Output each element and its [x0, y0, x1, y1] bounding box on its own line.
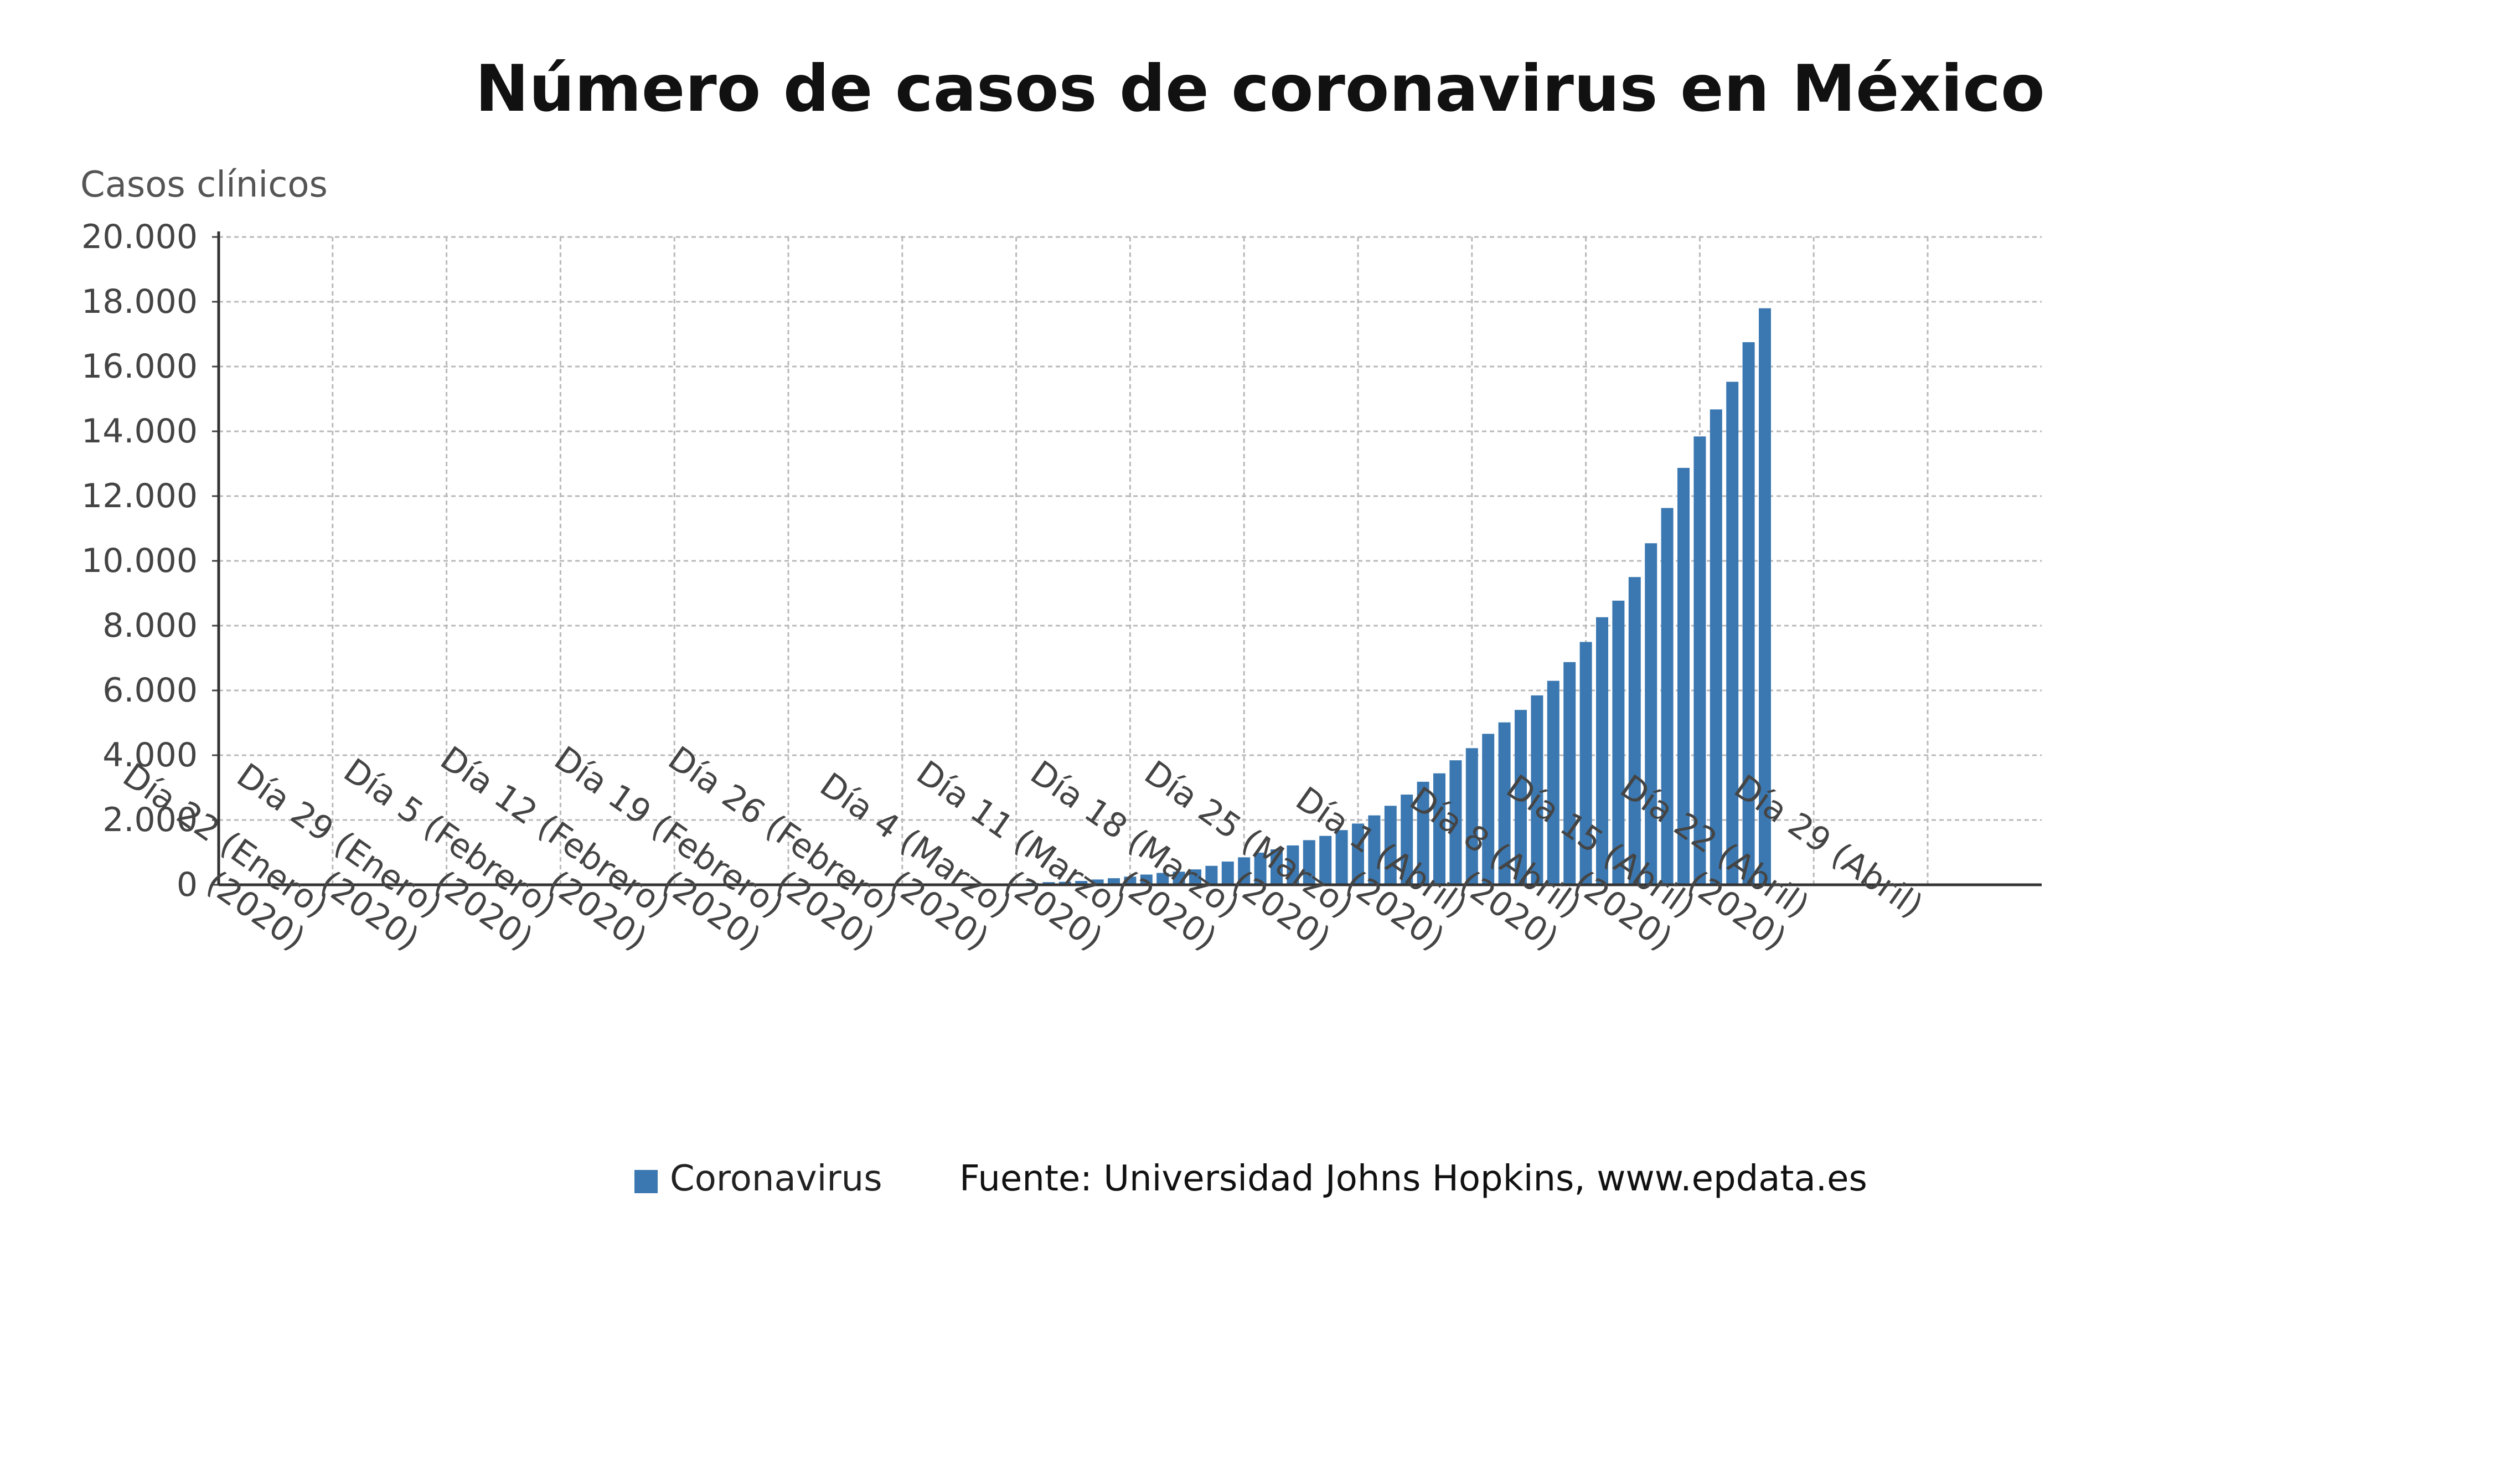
bar — [1628, 577, 1641, 885]
bar — [1579, 642, 1592, 885]
y-tick-label: 6.000 — [102, 671, 198, 710]
bar — [1726, 381, 1739, 885]
y-tick-label: 20.000 — [81, 218, 198, 256]
bar — [1303, 840, 1315, 885]
bar — [1482, 734, 1495, 885]
bar-series — [814, 308, 1771, 885]
bar — [1319, 836, 1332, 885]
bar — [1531, 695, 1543, 885]
bar — [1058, 881, 1071, 885]
bar — [1612, 600, 1625, 885]
y-tick-label: 8.000 — [102, 606, 198, 645]
y-tick-label: 10.000 — [81, 542, 198, 580]
bar — [1401, 795, 1413, 885]
bar — [1596, 617, 1608, 885]
bar — [1254, 852, 1267, 885]
bar — [1205, 865, 1218, 885]
y-tick-label: 16.000 — [81, 347, 198, 386]
axes — [212, 231, 2042, 886]
bar — [1189, 869, 1201, 885]
legend-swatch — [634, 1170, 658, 1193]
bar — [1271, 849, 1283, 885]
bar — [1287, 845, 1299, 885]
bar — [1238, 857, 1251, 885]
bar — [1173, 872, 1185, 885]
y-tick-label: 2.000 — [102, 801, 198, 839]
bar — [1221, 862, 1234, 885]
bar — [1124, 876, 1137, 885]
bar — [1140, 874, 1153, 885]
y-tick-label: 12.000 — [81, 477, 198, 515]
bar — [1465, 748, 1478, 885]
bar — [1156, 873, 1169, 885]
bar — [1645, 543, 1657, 885]
source-note: Fuente: Universidad Johns Hopkins, www.e… — [959, 1158, 1867, 1199]
y-tick-label: 18.000 — [81, 282, 198, 321]
y-tick-label: 14.000 — [81, 412, 198, 451]
bar — [1742, 342, 1755, 885]
bar — [1075, 881, 1088, 885]
chart-title: Número de casos de coronavirus en México — [475, 51, 2045, 126]
bar — [1335, 830, 1348, 885]
bar — [1693, 436, 1706, 885]
bar — [1677, 467, 1690, 885]
bar — [1108, 878, 1120, 885]
legend: Coronavirus — [634, 1158, 882, 1199]
bar — [1759, 308, 1771, 885]
legend-label: Coronavirus — [670, 1158, 882, 1199]
bar — [1547, 680, 1559, 885]
bar — [1368, 815, 1381, 885]
y-axis-label: Casos clínicos — [80, 164, 328, 205]
bar — [1417, 781, 1429, 885]
bar — [1563, 662, 1576, 885]
bar — [1661, 508, 1674, 885]
bar — [1352, 823, 1364, 885]
y-tick-labels: 0 2.000 4.000 6.000 8.000 10.000 12.000 14.000 1… — [81, 218, 198, 904]
bar — [1433, 773, 1445, 885]
bar — [1449, 760, 1462, 885]
bar — [1498, 722, 1511, 885]
bar — [1515, 710, 1527, 885]
y-tick-label: 0 — [177, 865, 198, 904]
x-tick-label: Día 22 (Enero)(2020) — [116, 756, 335, 958]
bar — [1710, 409, 1722, 885]
y-tick-label: 4.000 — [102, 736, 198, 775]
bar — [1384, 806, 1397, 885]
bar — [1091, 879, 1104, 885]
